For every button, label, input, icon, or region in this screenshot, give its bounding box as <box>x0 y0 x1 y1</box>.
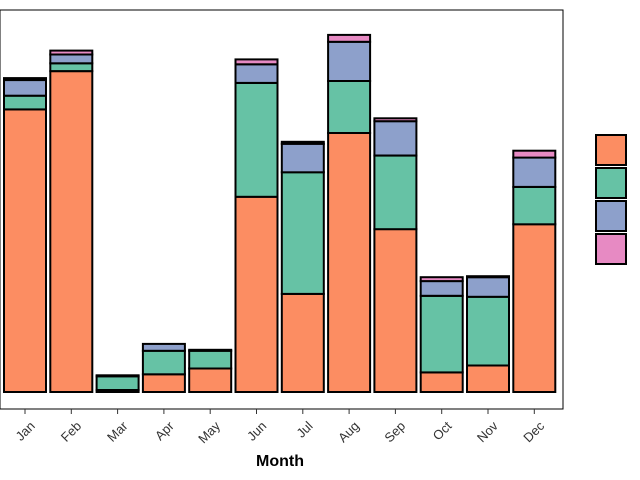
bar-dec-segment-1 <box>512 223 557 393</box>
bar-mar-segment-2 <box>95 375 140 391</box>
bar-may-segment-3 <box>188 348 233 352</box>
bar-aug-segment-1 <box>327 132 372 393</box>
x-axis-ticks: Jan Feb Mar Apr May Jun Jul Aug Sep Oct Nov Dec <box>12 409 548 446</box>
bar-dec-segment-4 <box>512 149 557 159</box>
bar-aug-segment-2 <box>327 80 372 134</box>
x-tick-label: Nov <box>474 418 501 445</box>
bar-dec-segment-2 <box>512 186 557 226</box>
bar-dec-segment-3 <box>512 156 557 188</box>
legend-key-3 <box>595 200 627 232</box>
bars-layer <box>3 33 557 394</box>
x-tick-label: Aug <box>335 418 362 445</box>
bar-jul-segment-2 <box>280 171 325 295</box>
bar-feb-segment-4 <box>49 49 94 56</box>
bar-jun-segment-2 <box>234 82 279 198</box>
x-tick-label: Jul <box>293 418 315 440</box>
x-tick-label: Sep <box>381 418 408 445</box>
x-axis-title: Month <box>256 453 304 470</box>
bar-apr-segment-3 <box>141 342 186 352</box>
bar-oct-segment-2 <box>419 294 464 374</box>
bar-nov-segment-1 <box>466 364 510 393</box>
legend <box>595 134 627 265</box>
bar-sep-segment-3 <box>373 120 418 157</box>
bar-jun-segment-1 <box>234 195 279 393</box>
bar-may-segment-1 <box>188 367 233 393</box>
bar-feb-segment-2 <box>49 62 94 73</box>
bar-nov-segment-4 <box>466 275 510 279</box>
bar-feb-segment-3 <box>49 53 94 65</box>
bar-oct-segment-3 <box>419 280 464 297</box>
x-tick-label: May <box>195 418 223 446</box>
bar-nov-segment-2 <box>466 295 510 367</box>
bar-oct-segment-1 <box>419 371 464 393</box>
bar-jul-segment-1 <box>280 292 325 393</box>
x-tick-label: Oct <box>430 418 455 443</box>
bar-feb-segment-1 <box>49 70 94 393</box>
bar-apr-segment-2 <box>141 349 186 376</box>
bar-sep-segment-2 <box>373 154 418 231</box>
bar-oct-segment-4 <box>419 276 464 283</box>
bar-jan-segment-3 <box>3 79 47 97</box>
bar-may-segment-2 <box>188 349 233 370</box>
bar-aug-segment-4 <box>327 33 372 43</box>
x-tick-label: Dec <box>520 418 547 445</box>
bar-mar-segment-4 <box>95 374 140 378</box>
bar-jun-segment-4 <box>234 58 279 66</box>
bar-sep-segment-1 <box>373 228 418 393</box>
bar-apr-segment-1 <box>141 373 186 393</box>
legend-key-4 <box>595 233 627 265</box>
x-tick-label: Jan <box>12 418 37 443</box>
bar-aug-segment-3 <box>327 40 372 82</box>
x-tick-label: Mar <box>104 418 131 445</box>
bar-jul-segment-3 <box>280 142 325 174</box>
bar-jul-segment-4 <box>280 140 325 145</box>
x-tick-label: Jun <box>244 418 269 443</box>
bar-jan-segment-2 <box>3 94 47 111</box>
x-tick-label: Feb <box>58 418 84 444</box>
legend-key-1 <box>595 134 627 166</box>
bar-jan-segment-4 <box>3 77 47 82</box>
legend-key-2 <box>595 167 627 199</box>
bar-nov-segment-3 <box>466 276 510 298</box>
bar-jun-segment-3 <box>234 63 279 84</box>
bar-sep-segment-4 <box>373 117 418 123</box>
bar-jan-segment-1 <box>3 108 47 394</box>
x-tick-label: Apr <box>152 418 177 443</box>
